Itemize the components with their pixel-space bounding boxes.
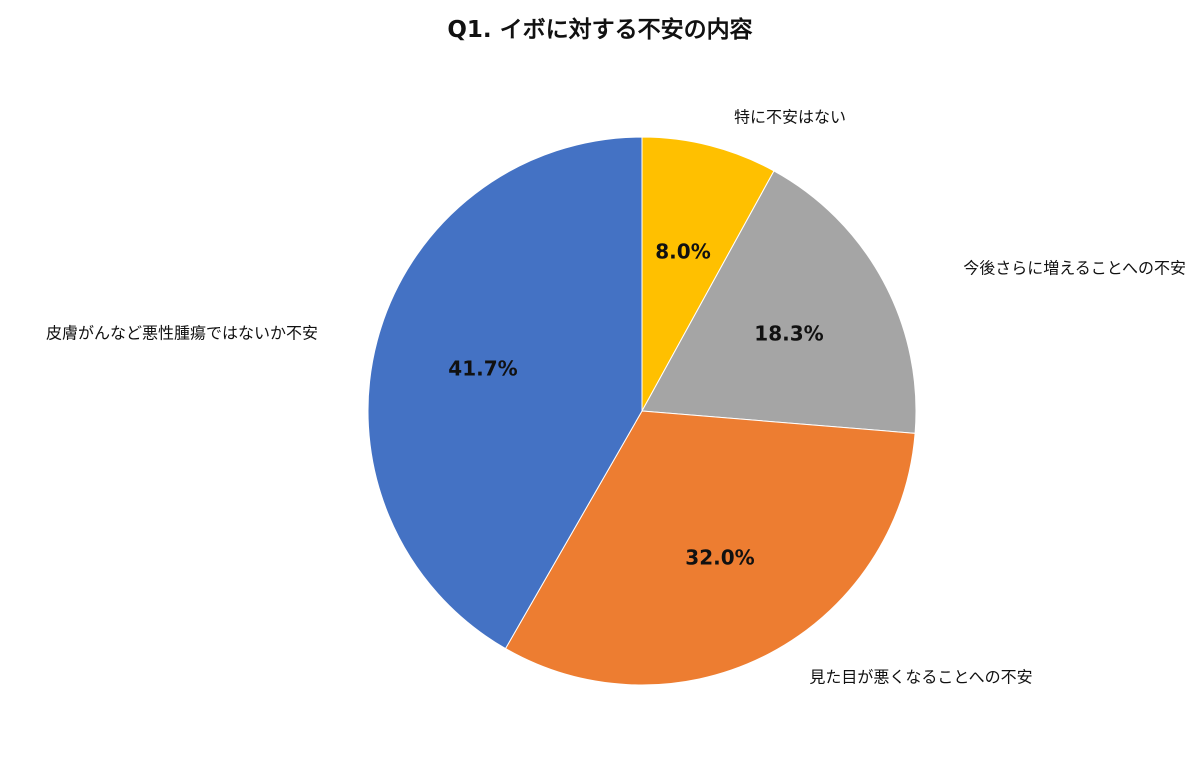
pie-category-label: 見た目が悪くなることへの不安	[809, 668, 1032, 687]
chart-title: Q1. イボに対する不安の内容	[447, 17, 753, 43]
pie-slice-0	[641, 136, 775, 412]
pie-slice-1	[641, 170, 917, 434]
pie-value-labels: 8.0% 18.3% 32.0% 41.7%	[448, 240, 823, 570]
pie-value-label: 32.0%	[685, 546, 754, 570]
pie-value-label: 41.7%	[448, 357, 517, 381]
pie-slice-3	[367, 136, 643, 650]
pie-category-label: 皮膚がんなど悪性腫瘍ではないか不安	[46, 324, 318, 343]
pie-value-label: 8.0%	[655, 240, 710, 264]
pie-category-label: 特に不安はない	[734, 108, 846, 127]
pie-slice-2	[504, 410, 916, 686]
pie-value-label: 18.3%	[754, 322, 823, 346]
pie-category-label: 今後さらに増えることへの不安	[963, 259, 1186, 278]
pie-slices	[367, 136, 917, 686]
